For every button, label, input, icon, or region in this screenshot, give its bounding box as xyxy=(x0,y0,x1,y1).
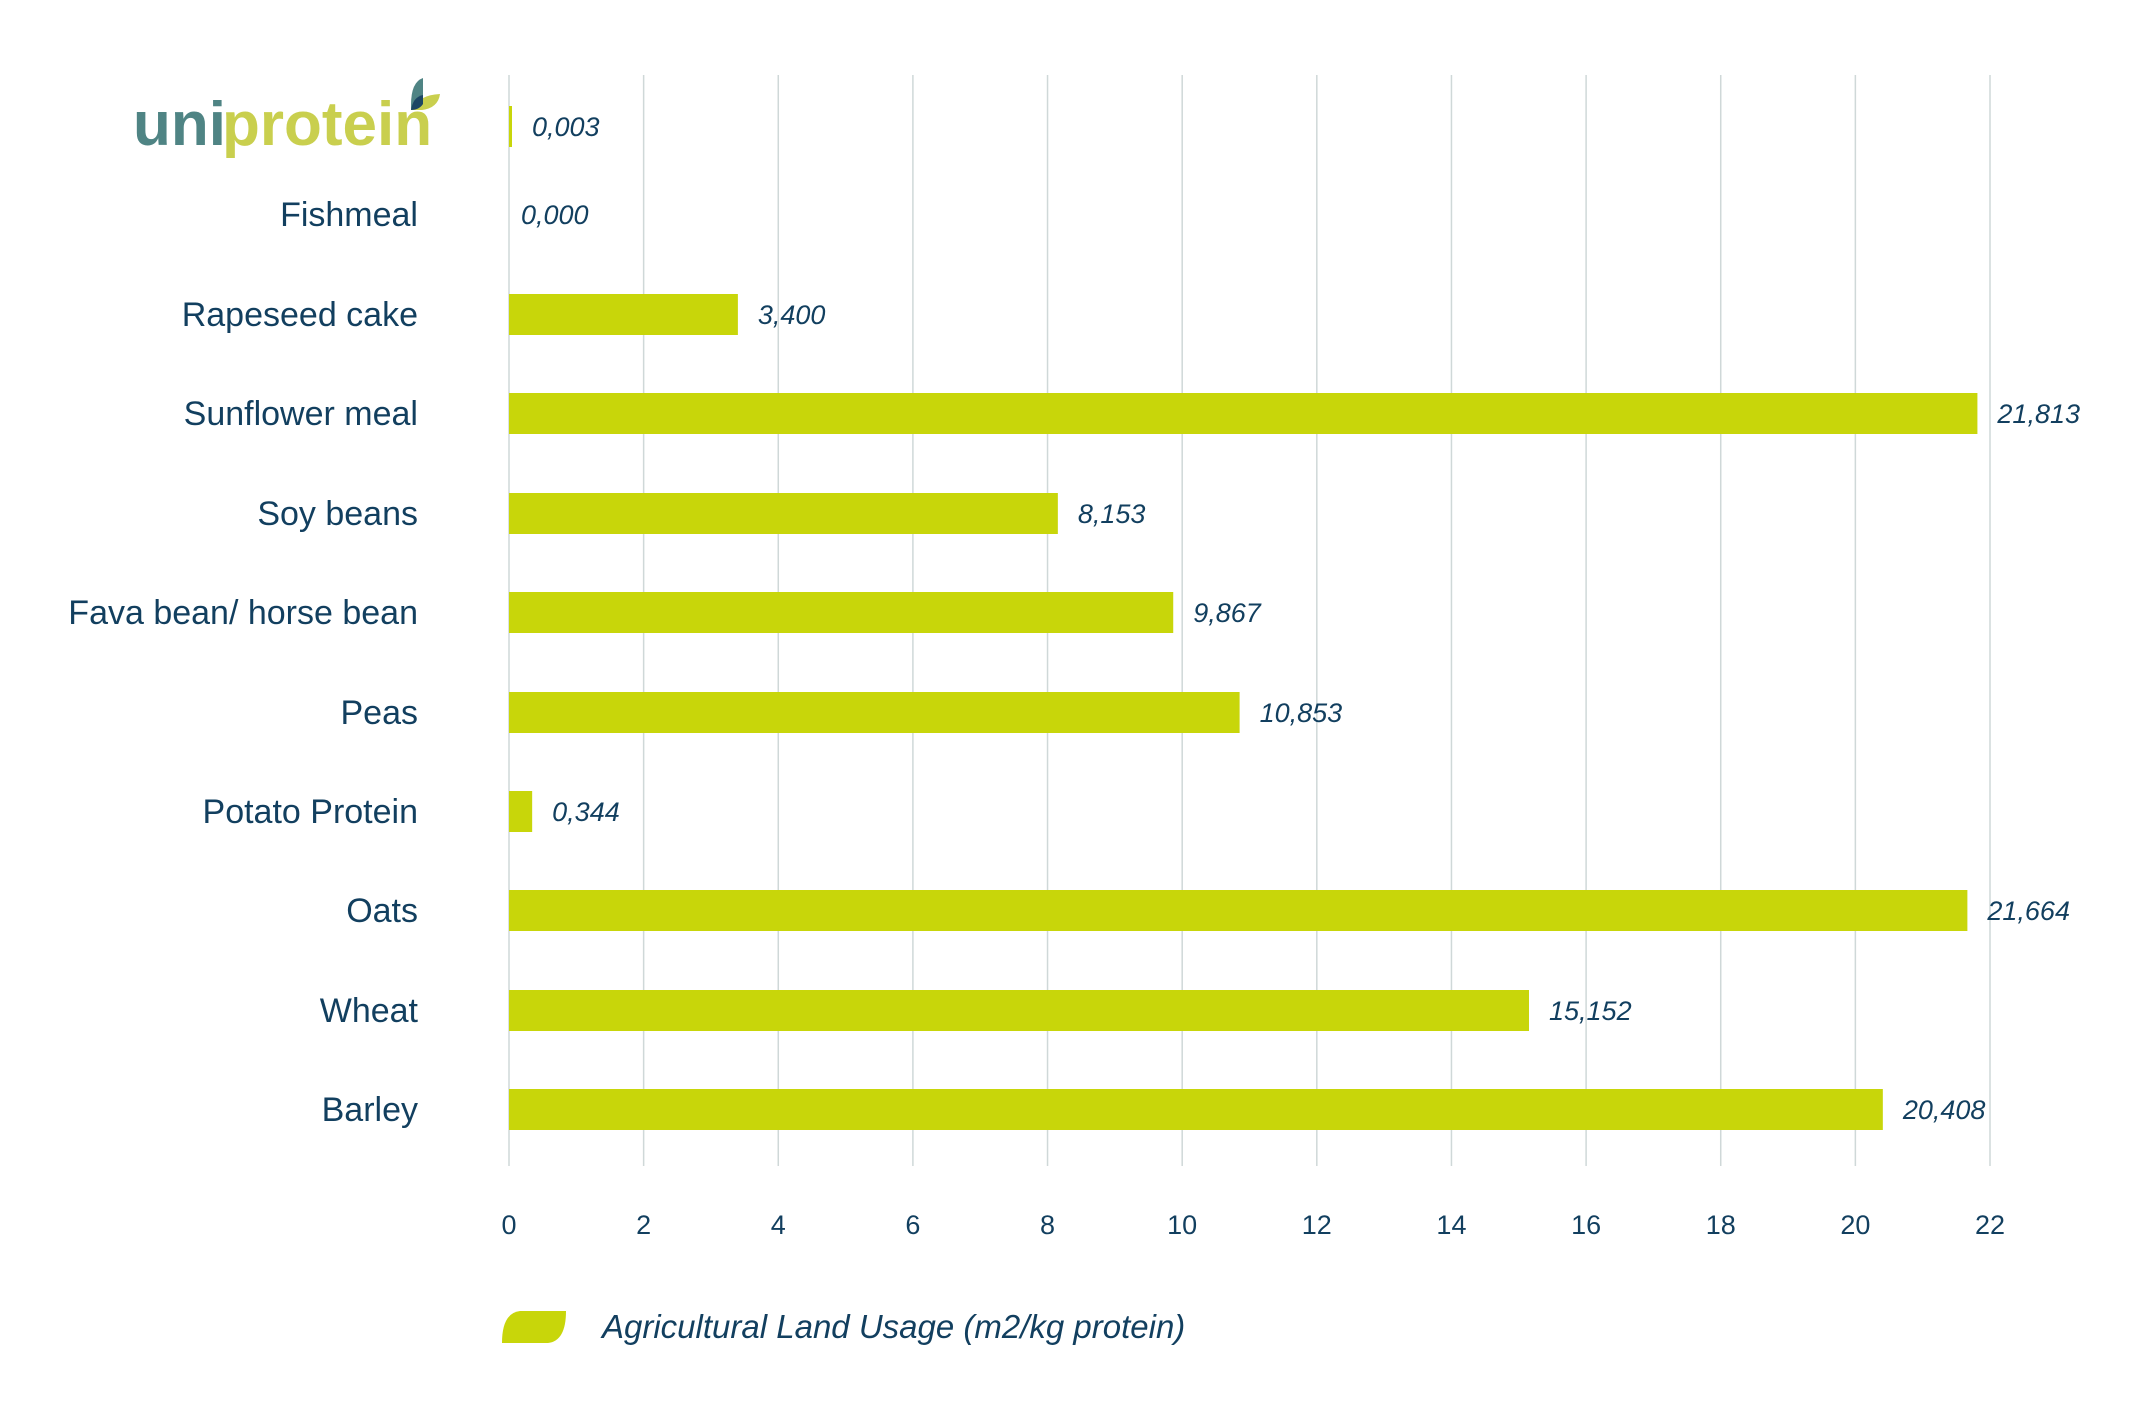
value-label: 0,344 xyxy=(552,797,620,827)
category-label: Fishmeal xyxy=(280,196,418,234)
value-label: 0,003 xyxy=(532,112,600,142)
x-axis-ticks: 0 2 4 6 8 10 12 14 16 18 20 22 xyxy=(501,1210,2005,1240)
x-tick-label: 22 xyxy=(1975,1210,2005,1240)
bar xyxy=(509,294,738,335)
bar xyxy=(509,1089,1883,1130)
category-label: Peas xyxy=(341,694,419,732)
bar xyxy=(509,592,1174,633)
category-label: Sunflower meal xyxy=(184,395,418,433)
value-label: 21,813 xyxy=(1996,399,2080,429)
category-label: Oats xyxy=(346,892,418,930)
bar xyxy=(509,692,1240,733)
category-label: Soy beans xyxy=(257,495,418,533)
x-tick-label: 16 xyxy=(1571,1210,1601,1240)
category-label: Barley xyxy=(322,1091,418,1129)
x-tick-label: 12 xyxy=(1302,1210,1332,1240)
x-tick-label: 8 xyxy=(1040,1210,1055,1240)
x-tick-label: 18 xyxy=(1706,1210,1736,1240)
x-tick-label: 4 xyxy=(771,1210,786,1240)
x-tick-label: 10 xyxy=(1167,1210,1197,1240)
bar xyxy=(509,890,1968,931)
bar xyxy=(509,393,1978,434)
x-tick-label: 0 xyxy=(501,1210,516,1240)
category-label: Fava bean/ horse bean xyxy=(68,594,418,632)
x-tick-label: 14 xyxy=(1436,1210,1466,1240)
x-tick-label: 2 xyxy=(636,1210,651,1240)
logo-text-protein: protein xyxy=(222,90,432,159)
value-label: 9,867 xyxy=(1193,598,1262,628)
x-tick-label: 6 xyxy=(905,1210,920,1240)
value-label: 21,664 xyxy=(1986,896,2070,926)
bar xyxy=(509,106,512,147)
value-label: 20,408 xyxy=(1902,1095,1986,1125)
legend: Agricultural Land Usage (m2/kg protein) xyxy=(502,1308,1185,1345)
logo-text-uni: uni xyxy=(133,90,226,159)
legend-label: Agricultural Land Usage (m2/kg protein) xyxy=(600,1308,1185,1345)
bar xyxy=(509,493,1058,534)
value-label: 15,152 xyxy=(1549,996,1632,1026)
value-label: 3,400 xyxy=(758,300,826,330)
value-label: 10,853 xyxy=(1260,698,1343,728)
category-label: Rapeseed cake xyxy=(182,296,418,334)
bar xyxy=(509,990,1530,1031)
value-label: 0,000 xyxy=(521,200,589,230)
legend-swatch-leaf-icon xyxy=(502,1311,566,1343)
value-label: 8,153 xyxy=(1078,499,1146,529)
category-label: Potato Protein xyxy=(203,793,418,831)
uniprotein-logo: uni protein xyxy=(133,78,440,159)
category-label: Wheat xyxy=(320,992,419,1030)
bars: 0,003 Fishmeal 0,000 Rapeseed cake 3,400 Sunf… xyxy=(68,106,2080,1130)
bar xyxy=(509,791,533,832)
x-tick-label: 20 xyxy=(1840,1210,1870,1240)
logo-leaf-icon xyxy=(411,95,423,110)
